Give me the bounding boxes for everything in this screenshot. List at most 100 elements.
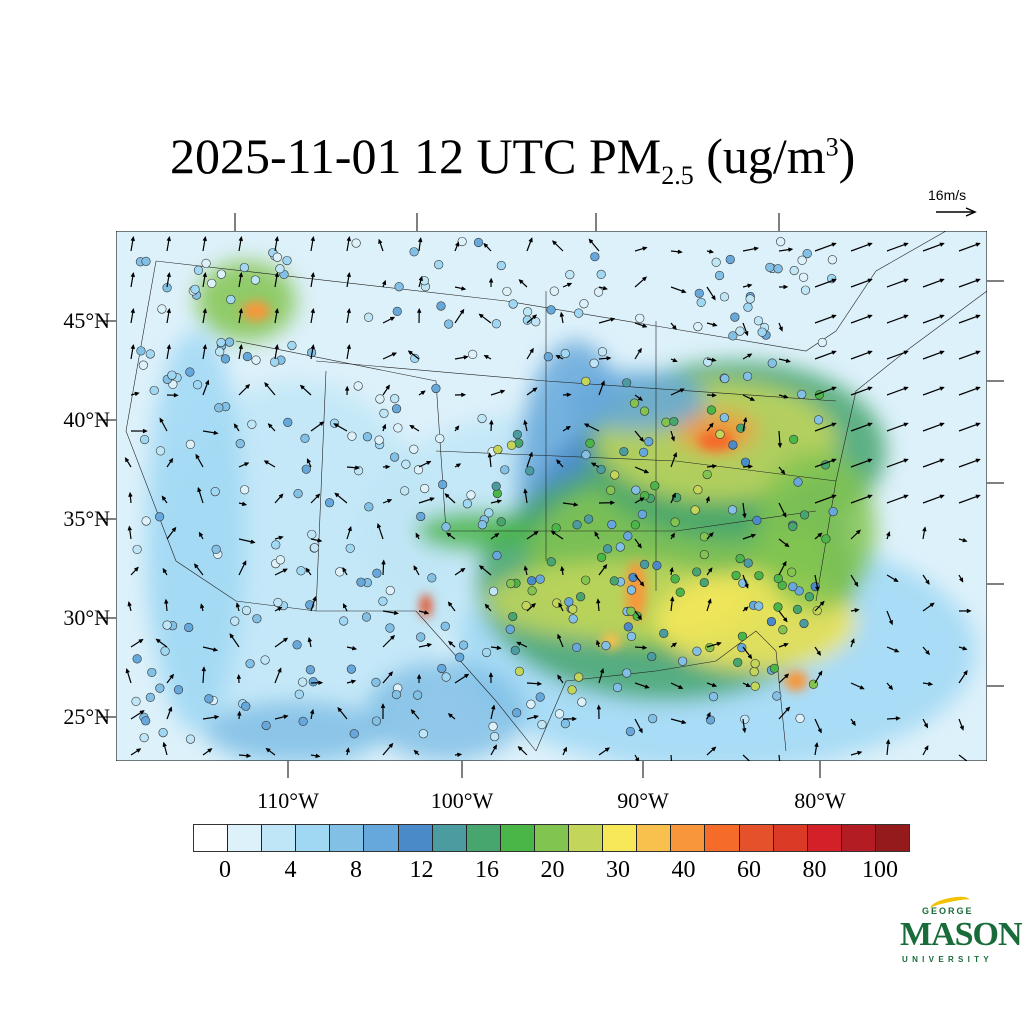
wind-arrow [814,494,837,504]
wind-arrow [850,242,873,252]
wind-arrow [814,532,823,540]
wind-arrow [958,538,968,543]
station-marker [619,446,629,457]
wind-arrow [418,275,423,288]
station-marker [239,262,249,273]
station-marker [477,520,487,530]
wind-arrow [130,391,140,396]
station-marker [753,316,764,326]
logo-bottom: UNIVERSITY [902,955,994,964]
station-marker [339,616,349,626]
wind-arrow [202,236,207,252]
station-marker [789,434,799,444]
colorbar-label: 16 [475,857,499,883]
wind-arrow [310,753,321,758]
wind-arrow [958,718,964,731]
station-marker [699,532,709,542]
wind-arrow [670,430,675,442]
station-marker [752,515,762,525]
wind-arrow [814,314,837,324]
station-marker [693,485,703,495]
wind-arrow [238,560,247,576]
wind-arrow [310,236,315,252]
station-marker [147,667,157,678]
station-marker [379,408,389,418]
station-marker [391,689,402,700]
wind-arrow [238,538,256,544]
wind-arrow [922,386,945,396]
station-marker [797,255,807,265]
wind-arrow [310,708,315,720]
wind-arrow [447,713,456,720]
wind-arrow [742,283,753,288]
wind-arrow [814,422,837,432]
wind-arrow [346,465,361,470]
station-marker [648,713,658,724]
station-marker [609,576,619,586]
wind-arrow [670,532,675,540]
station-marker [522,315,532,325]
wind-arrow [706,357,717,363]
wind-arrow [886,494,909,504]
wind-arrow [958,458,981,468]
wind-arrow [166,308,171,324]
station-marker [436,301,446,311]
station-marker [292,640,302,650]
wind-arrow [310,308,315,324]
station-marker [305,665,315,675]
wind-arrow [850,458,873,468]
station-marker [577,697,587,707]
wind-arrow [444,493,456,504]
wind-arrow [886,716,901,721]
wind-arrow [490,645,502,650]
wind-arrow [409,424,420,432]
wind-arrow [238,753,252,758]
station-marker [675,587,685,597]
station-marker [184,622,194,633]
station-marker [508,299,518,309]
wind-arrow [742,574,749,589]
wind-arrow [922,458,945,468]
station-marker [400,486,410,496]
station-marker [216,269,226,279]
station-marker [728,331,738,341]
wind-arrow [886,610,893,626]
wind-arrow [886,531,891,540]
wind-arrow [489,419,494,432]
station-marker [546,305,556,315]
station-marker [711,257,721,267]
wind-arrow [670,596,675,612]
colorbar [193,824,910,852]
station-marker [567,685,577,695]
station-marker [631,485,641,495]
colorbar-swatch [364,825,399,851]
colorbar-label: 0 [219,857,231,883]
wind-arrow [446,532,456,540]
station-marker [765,262,775,272]
wind-arrow [130,344,135,360]
wind-arrow [310,538,323,543]
wind-arrow [526,237,533,252]
wind-arrow [195,453,204,468]
wind-arrow [310,680,324,685]
station-marker [714,270,725,281]
title-unit: (ug/m [693,128,826,184]
wind-arrow [583,423,600,432]
wind-arrow [706,532,714,540]
wind-arrow [202,748,213,756]
wind-arrow [850,350,873,360]
station-marker [371,716,382,726]
station-marker [506,440,517,450]
wind-arrow [598,286,608,291]
station-marker [527,576,537,586]
wind-arrow [670,682,684,689]
station-marker [282,255,292,266]
wind-arrow [742,353,753,360]
station-marker [390,452,400,462]
station-marker [413,690,423,700]
wind-arrow [130,710,145,720]
colorbar-swatch [500,825,535,851]
station-marker [420,483,430,494]
station-marker [766,616,777,627]
station-marker [565,270,575,280]
